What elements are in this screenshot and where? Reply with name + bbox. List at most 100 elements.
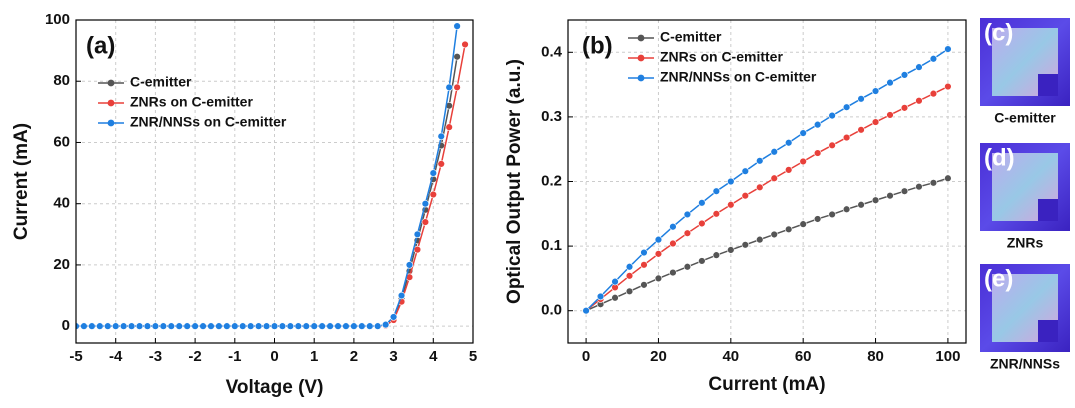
x-tick-label: -3 [149, 348, 162, 365]
data-point [453, 53, 461, 61]
data-point [654, 250, 663, 258]
panel-label: (b) [582, 32, 613, 59]
data-point [334, 322, 342, 330]
x-tick-label: -5 [69, 348, 82, 365]
data-point [712, 210, 721, 218]
data-point [76, 322, 80, 330]
data-point [741, 192, 749, 200]
data-point [857, 126, 865, 134]
data-point [799, 220, 807, 228]
data-point [828, 210, 836, 219]
data-point [842, 205, 851, 213]
data-point [625, 263, 634, 271]
x-tick-label: 20 [650, 348, 667, 365]
x-tick-label: 0 [582, 348, 590, 365]
data-point [215, 322, 223, 330]
x-tick-label: -1 [228, 348, 241, 365]
data-point [669, 223, 677, 231]
data-point [871, 196, 880, 204]
data-point [929, 179, 938, 187]
data-point [453, 83, 461, 92]
y-tick-label: 0.2 [541, 172, 562, 189]
data-point [270, 322, 279, 330]
legend-marker [107, 119, 115, 127]
data-point [611, 294, 619, 302]
panel-label: (a) [86, 32, 115, 59]
data-point [421, 218, 430, 226]
data-point [828, 141, 836, 150]
data-point [915, 182, 923, 191]
x-tick-label: 60 [795, 348, 812, 365]
x-tick-label: 4 [429, 348, 438, 365]
data-point [741, 167, 749, 175]
data-point [437, 132, 445, 141]
x-tick-label: 5 [469, 348, 477, 365]
data-point [199, 322, 207, 330]
legend-label: C-emitter [130, 74, 192, 90]
legend-label: ZNRs on C-emitter [130, 94, 253, 110]
data-point [175, 322, 183, 330]
y-tick-label: 100 [45, 11, 70, 28]
data-point [785, 139, 793, 147]
data-point [358, 322, 366, 330]
data-point [944, 82, 952, 91]
y-tick-label: 20 [53, 256, 70, 273]
series-line [585, 177, 949, 312]
legend-label: C-emitter [660, 29, 722, 45]
data-point [111, 322, 120, 330]
data-point [799, 157, 807, 166]
y-tick-label: 40 [53, 195, 70, 212]
data-point [119, 322, 128, 330]
data-point [413, 245, 422, 254]
y-tick-label: 80 [53, 72, 70, 89]
data-point [828, 111, 836, 120]
data-point [207, 322, 215, 330]
photo-notch [1038, 320, 1058, 342]
data-point [640, 248, 648, 257]
y-tick-label: 60 [53, 133, 70, 150]
data-point [453, 22, 461, 30]
x-tick-label: 2 [350, 348, 358, 365]
data-point [886, 111, 894, 119]
data-point [698, 199, 706, 207]
x-tick-label: 3 [389, 348, 397, 365]
data-point [944, 45, 952, 53]
data-point [929, 55, 938, 63]
data-point [286, 322, 295, 330]
data-point [785, 225, 793, 234]
legend-marker [637, 34, 645, 42]
data-point [326, 322, 334, 330]
data-point [871, 87, 880, 95]
plot-frame [567, 19, 967, 344]
plot-area [76, 22, 469, 330]
y-tick-label: 0.1 [541, 237, 562, 254]
data-point [857, 95, 865, 103]
data-point [654, 235, 663, 244]
y-axis-label: Optical Output Power (a.u.) [504, 59, 525, 304]
data-point [262, 322, 271, 330]
data-point [96, 322, 104, 330]
legend-label: ZNR/NNSs on C-emitter [130, 114, 287, 130]
data-point [366, 322, 374, 330]
data-point [310, 322, 318, 330]
data-point [429, 169, 437, 177]
data-point [785, 166, 793, 174]
data-point [683, 210, 692, 219]
data-point [813, 120, 822, 129]
data-point [712, 251, 721, 259]
data-point [857, 201, 865, 209]
data-point [871, 118, 880, 126]
data-point [712, 187, 721, 195]
photo-notch [1038, 74, 1058, 96]
data-point [698, 219, 706, 228]
data-point [445, 83, 453, 92]
data-point [421, 199, 430, 208]
data-point [239, 322, 247, 330]
photo-label: (e) [984, 265, 1013, 292]
x-tick-label: -2 [188, 348, 201, 365]
data-point [135, 322, 144, 330]
data-point [727, 177, 735, 186]
y-tick-label: 0.3 [541, 108, 562, 125]
photo-caption: ZNRs [1007, 235, 1044, 251]
series-line [585, 48, 949, 312]
